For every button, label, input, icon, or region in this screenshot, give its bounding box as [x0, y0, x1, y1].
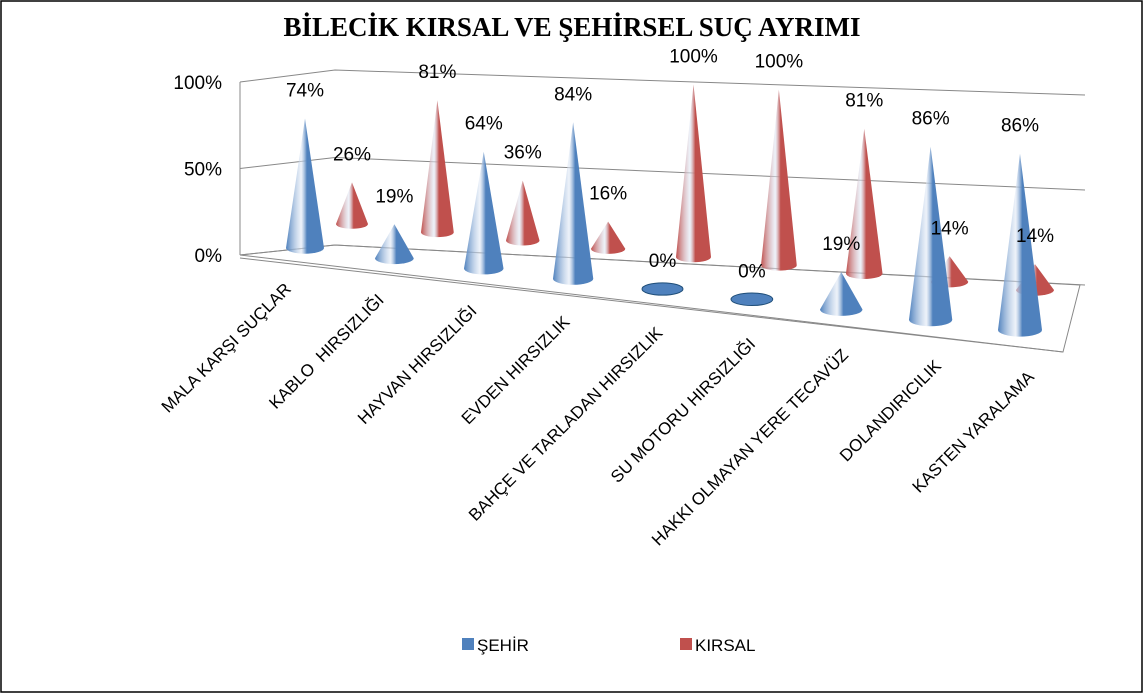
cone — [506, 180, 540, 246]
legend-label: KIRSAL — [695, 636, 755, 655]
cone — [909, 146, 953, 327]
y-tick-label: 0% — [195, 246, 223, 267]
legend-label: ŞEHİR — [477, 636, 529, 655]
data-label: 100% — [755, 52, 804, 73]
chart-title: BİLECİK KIRSAL VE ŞEHİRSEL SUÇ AYRIMI — [284, 12, 861, 42]
cone — [730, 292, 774, 307]
cone — [375, 224, 414, 265]
y-tick-label: 50% — [184, 160, 222, 181]
data-label: 84% — [554, 84, 592, 105]
data-label: 19% — [375, 186, 413, 207]
legend-swatch — [462, 638, 474, 650]
cone — [464, 151, 504, 275]
legend-swatch — [680, 638, 692, 650]
cone — [286, 118, 324, 254]
grid-line — [239, 156, 1086, 191]
cone — [553, 122, 594, 285]
data-label: 74% — [286, 81, 324, 102]
cone — [820, 271, 863, 316]
data-label: 81% — [845, 91, 883, 112]
cone — [998, 153, 1042, 337]
cone — [761, 89, 797, 271]
data-label: 36% — [504, 143, 542, 164]
cone — [641, 282, 684, 296]
data-label: 14% — [931, 218, 969, 239]
data-label: 81% — [418, 62, 456, 83]
data-label: 14% — [1016, 226, 1054, 247]
grid-line — [239, 244, 1086, 286]
grid-line — [239, 69, 1086, 96]
data-label: 64% — [465, 114, 503, 135]
data-label: 86% — [912, 109, 950, 130]
cone — [846, 128, 883, 279]
data-label: 0% — [738, 261, 766, 282]
cone — [591, 221, 626, 254]
data-label: 86% — [1001, 116, 1039, 137]
cone — [421, 100, 454, 238]
data-label: 0% — [649, 251, 677, 272]
cone — [336, 182, 368, 229]
data-label: 16% — [589, 184, 627, 205]
x-axis — [239, 257, 1064, 353]
data-label: 19% — [822, 234, 860, 255]
y-tick-label: 100% — [173, 73, 222, 94]
data-label: 100% — [669, 47, 718, 68]
data-label: 26% — [333, 144, 371, 165]
cone — [676, 84, 711, 263]
